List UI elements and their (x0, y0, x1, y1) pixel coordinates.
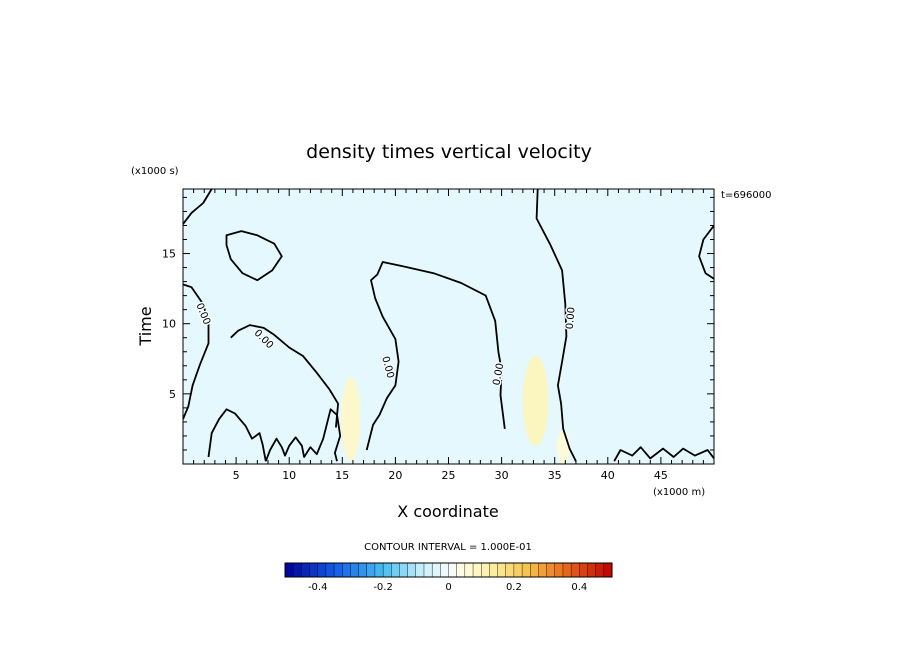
contour-line (225, 230, 283, 282)
negative-field-region (183, 189, 714, 464)
contour-line (207, 408, 267, 462)
colorbar-segment (391, 562, 400, 578)
contour-line (183, 283, 210, 420)
positive-region (522, 355, 549, 446)
colorbar-segment (292, 562, 302, 578)
colorbar-segment (399, 562, 409, 578)
colorbar-segment (538, 562, 548, 578)
colorbar-tick-label: 0 (445, 582, 451, 593)
colorbar-segment (521, 562, 531, 578)
colorbar-segment (301, 562, 311, 578)
x-tick-label: 10 (282, 469, 296, 482)
zero-contour-lines (183, 189, 714, 462)
x-tick-label: 5 (233, 469, 240, 482)
colorbar-segment (481, 562, 490, 578)
contour-line (613, 446, 714, 462)
colorbar-tick-label: 0.2 (506, 582, 522, 593)
colorbar-segment (562, 562, 572, 578)
positive-region (341, 377, 361, 462)
colorbar-segment (358, 562, 368, 578)
contour-line (698, 224, 714, 280)
x-tick-label: 30 (495, 469, 509, 482)
colorbar-segment (505, 562, 515, 578)
field-regions (183, 189, 714, 464)
chart-title: density times vertical velocity (306, 141, 592, 163)
colorbar-segment (448, 562, 458, 578)
y-axis-label: Time (136, 306, 155, 346)
positive-region (556, 430, 570, 464)
y-units-label: (x1000 s) (131, 166, 179, 177)
y-tick-label: 10 (162, 318, 176, 331)
x-tick-label: 20 (388, 469, 402, 482)
colorbar-segment (350, 562, 360, 578)
colorbar-segment (284, 562, 294, 578)
colorbar-tick-labels: -0.4 -0.2 0 0.2 0.4 (308, 582, 587, 593)
colorbar-tick-label: -0.4 (308, 582, 328, 593)
colorbar-segment (570, 562, 580, 578)
colorbar-segment (440, 562, 450, 578)
contour-line (365, 261, 506, 451)
x-tick-label: 45 (654, 469, 668, 482)
y-tick-label: 15 (162, 248, 176, 261)
x-tick-label: 40 (601, 469, 615, 482)
colorbar-segment (554, 562, 564, 578)
colorbar-tick-label: 0.4 (571, 582, 587, 593)
colorbar-segment (497, 562, 507, 578)
colorbar-segment (374, 562, 384, 578)
colorbar-segment (325, 562, 335, 578)
colorbar-tick-label: -0.2 (373, 582, 393, 593)
colorbar-segment (431, 562, 441, 578)
x-units-label: (x1000 m) (653, 487, 705, 498)
y-tick-label: 5 (169, 388, 176, 401)
colorbar-segment (595, 562, 605, 578)
colorbar-segment (513, 562, 523, 578)
y-axis-ticks: 5 10 15 (162, 196, 714, 451)
x-axis-ticks: 5 10 15 20 25 30 35 40 45 (193, 189, 704, 482)
colorbar-segment (366, 562, 376, 578)
colorbar-segment (456, 562, 466, 578)
colorbar-segment (472, 562, 482, 578)
x-tick-label: 25 (442, 469, 456, 482)
contour-value-label: 0.00 (565, 307, 578, 330)
colorbar-segment (309, 562, 319, 578)
colorbar-segment (423, 562, 433, 578)
x-tick-label: 15 (335, 469, 349, 482)
colorbar-segment (317, 562, 327, 578)
colorbar-segment (342, 562, 351, 578)
colorbar-segment (546, 562, 556, 578)
colorbar-segment (464, 562, 474, 578)
contour-line (230, 324, 340, 428)
time-stamp-label: t=696000 (721, 190, 771, 201)
contour-line (183, 189, 213, 225)
x-tick-label: 35 (548, 469, 562, 482)
colorbar-segment (407, 562, 417, 578)
colorbar-segment (587, 562, 597, 578)
x-axis-label: X coordinate (397, 502, 498, 521)
colorbar-frame (284, 562, 613, 578)
colorbar-segment (333, 562, 343, 578)
colorbar-segment (579, 562, 588, 578)
contour-interval-text: CONTOUR INTERVAL = 1.000E-01 (364, 542, 532, 553)
colorbar-segment (415, 562, 425, 578)
colorbar-segment (530, 562, 539, 578)
contour-line (264, 408, 342, 462)
colorbar-segment (382, 562, 392, 578)
contour-line (535, 189, 577, 462)
colorbar-segment (603, 562, 613, 578)
colorbar (284, 562, 613, 578)
colorbar-segment (489, 562, 499, 578)
